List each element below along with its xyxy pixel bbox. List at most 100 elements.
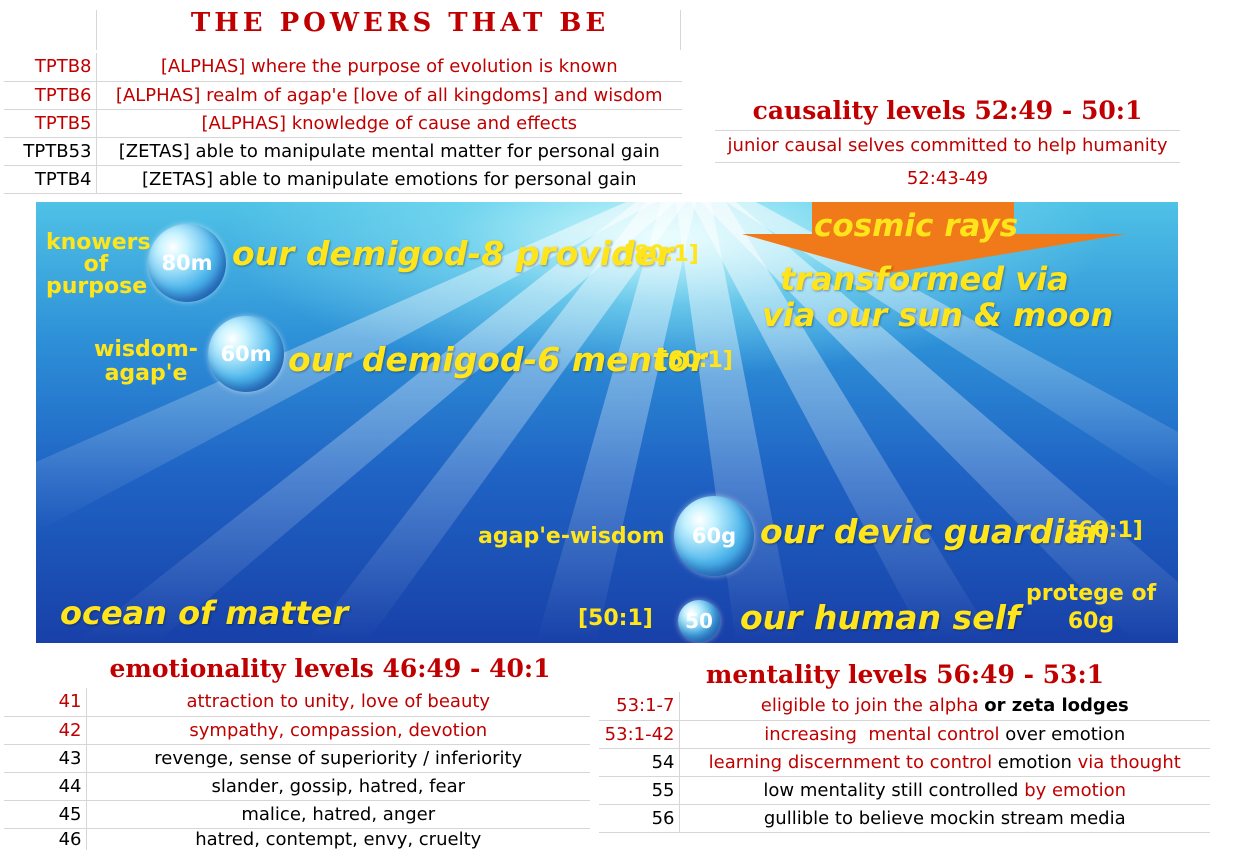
emotionality-code: 42 (4, 716, 87, 745)
mentality-description: eligible to join the alpha or zeta lodge… (679, 692, 1210, 721)
demigod6-side-line: agap'e (104, 361, 188, 386)
mentality-description-part: via thought (1077, 751, 1181, 773)
tptb-description: [ZETAS] able to manipulate mental matter… (96, 137, 682, 166)
mentality-description: gullible to believe mockin stream media (679, 804, 1210, 833)
tptb-description: [ALPHAS] knowledge of cause and effects (96, 109, 682, 138)
demigod6-side-label: wisdom- agap'e (86, 338, 206, 386)
ocean-of-matter-label: ocean of matter (60, 594, 349, 632)
emotionality-code: 45 (4, 800, 87, 829)
tptb-code: TPTB8 (4, 53, 97, 82)
protege-label: protege of 60g (1026, 580, 1156, 636)
emotionality-description: hatred, contempt, envy, cruelty (195, 828, 482, 850)
mentality-row: 53:1-42 increasing mental control over em… (599, 720, 1210, 749)
mentality-description-part: over emotion (1005, 723, 1126, 745)
emotionality-description: malice, hatred, anger (86, 800, 590, 829)
mentality-description-part: by emotion (1024, 779, 1127, 801)
ocean-panel: cosmic rays transformed via via our sun … (36, 202, 1178, 643)
tptb-code: TPTB4 (4, 165, 97, 194)
emotionality-row: 43 revenge, sense of superiority / inferi… (4, 744, 590, 773)
demigod8-side-line: of (83, 252, 109, 277)
mentality-table-body: 53:1-7 eligible to join the alpha or zeta… (599, 692, 1210, 833)
causality-divider (715, 162, 1180, 163)
mentality-row: 54 learning discernment to control emotio… (599, 748, 1210, 777)
mentality-row: 56 gullible to believe mockin stream medi… (599, 804, 1210, 833)
mentality-row: 55 low mentality still controlled by emot… (599, 776, 1210, 805)
mentality-level: 53:1-42 (599, 720, 680, 749)
mentality-level: 56 (599, 804, 680, 833)
tptb-row: TPTB6 [ALPHAS] realm of agap'e [love of a… (4, 81, 682, 110)
causality-description: junior causal selves committed to help h… (727, 135, 1168, 156)
demigod8-side-line: purpose (46, 274, 148, 299)
emotionality-table-body: 41 attraction to unity, love of beauty 42 s… (4, 688, 590, 850)
bubble-60g: 60g (674, 496, 754, 576)
emotionality-row: 41 attraction to unity, love of beauty (4, 688, 590, 717)
emotionality-code: 44 (4, 772, 87, 801)
mentality-description-part: low mentality still controlled (763, 779, 1025, 801)
tptb-code: TPTB6 (4, 81, 97, 110)
transformed-label-line2: via our sun & moon (762, 296, 1114, 334)
devic-level: [60:1] (1068, 518, 1143, 543)
light-rays (36, 202, 1178, 643)
human-name: our human self (740, 598, 1021, 637)
tptb-description: [ALPHAS] where the purpose of evolution … (96, 53, 682, 82)
emotionality-description: revenge, sense of superiority / inferior… (86, 744, 590, 773)
human-level: [50:1] (578, 606, 653, 631)
mentality-description-part: or zeta lodges (984, 695, 1129, 717)
mentality-description-part: emotion (997, 751, 1078, 773)
mentality-description: low mentality still controlled by emotio… (679, 776, 1210, 805)
emotionality-row: 42 sympathy, compassion, devotion (4, 716, 590, 745)
emotionality-row: 45 malice, hatred, anger (4, 800, 590, 829)
tptb-code: TPTB53 (4, 137, 97, 166)
emotionality-table: 41 attraction to unity, love of beauty 42 s… (4, 688, 590, 850)
mentality-description: increasing mental control over emotion (679, 720, 1210, 749)
mentality-level: 55 (599, 776, 680, 805)
mentality-title: mentality levels 56:49 - 53:1 (705, 660, 1105, 689)
tptb-title: THE POWERS THAT BE (190, 8, 610, 38)
emotionality-description: sympathy, compassion, devotion (86, 716, 590, 745)
demigod6-side-line: wisdom- (94, 337, 198, 362)
bubble-60g-label: 60g (691, 524, 737, 548)
tptb-row: TPTB5 [ALPHAS] knowledge of cause and eff… (4, 109, 682, 138)
devic-name: our devic guardian (760, 512, 1111, 551)
demigod6-level: [60:1] (658, 348, 733, 373)
demigod8-side-line: knowers (46, 230, 151, 255)
emotionality-description: attraction to unity, love of beauty (86, 688, 590, 717)
emotionality-row: 44 slander, gossip, hatred, fear (4, 772, 590, 801)
mentality-level: 54 (599, 748, 680, 777)
bubble-80m-label: 80m (161, 251, 213, 275)
tptb-row: TPTB8 [ALPHAS] where the purpose of evolu… (4, 53, 682, 82)
emotionality-code: 41 (4, 688, 87, 717)
mentality-description-part: increasing mental control (764, 723, 1006, 745)
mentality-description-part: learning discernment to control (708, 751, 998, 773)
emotionality-description: slander, gossip, hatred, fear (86, 772, 590, 801)
sheet-gridline (96, 10, 97, 50)
cosmic-rays-arrow (742, 202, 1126, 274)
cosmic-rays-label: cosmic rays (814, 208, 1019, 244)
bubble-60m-label: 60m (220, 342, 272, 366)
bubble-50-label: 50 (685, 609, 713, 633)
transformed-label-line1: transformed via (780, 260, 1069, 298)
tptb-description: [ALPHAS] realm of agap'e [love of all ki… (96, 81, 682, 110)
demigod8-name: our demigod-8 provider (232, 234, 674, 273)
devic-side-label: agap'e-wisdom (478, 524, 665, 549)
tptb-row: TPTB4 [ZETAS] able to manipulate emotions… (4, 165, 682, 194)
tptb-code: TPTB5 (4, 109, 97, 138)
bubble-80m: 80m (148, 224, 226, 302)
mentality-level: 53:1-7 (599, 692, 680, 721)
emotionality-title: emotionality levels 46:49 - 40:1 (109, 654, 551, 683)
bubble-50: 50 (678, 600, 720, 642)
emotionality-row: 46 hatred, contempt, envy, cruelty (4, 828, 590, 850)
causality-range: 52:43-49 (906, 168, 989, 189)
mentality-table: 53:1-7 eligible to join the alpha or zeta… (599, 692, 1210, 833)
causality-title: causality levels 52:49 - 50:1 (752, 96, 1143, 125)
causality-divider (715, 130, 1180, 131)
protege-line: 60g (1067, 609, 1115, 634)
sheet-gridline (680, 10, 681, 50)
mentality-description-part: gullible to believe mockin stream media (763, 807, 1126, 829)
tptb-table-body: TPTB8 [ALPHAS] where the purpose of evolu… (4, 53, 682, 194)
tptb-row: TPTB53 [ZETAS] able to manipulate mental … (4, 137, 682, 166)
tptb-description: [ZETAS] able to manipulate emotions for … (96, 165, 682, 194)
demigod8-level: [80:1] (624, 242, 699, 267)
tptb-table: TPTB8 [ALPHAS] where the purpose of evolu… (4, 53, 682, 194)
mentality-row: 53:1-7 eligible to join the alpha or zeta… (599, 692, 1210, 721)
